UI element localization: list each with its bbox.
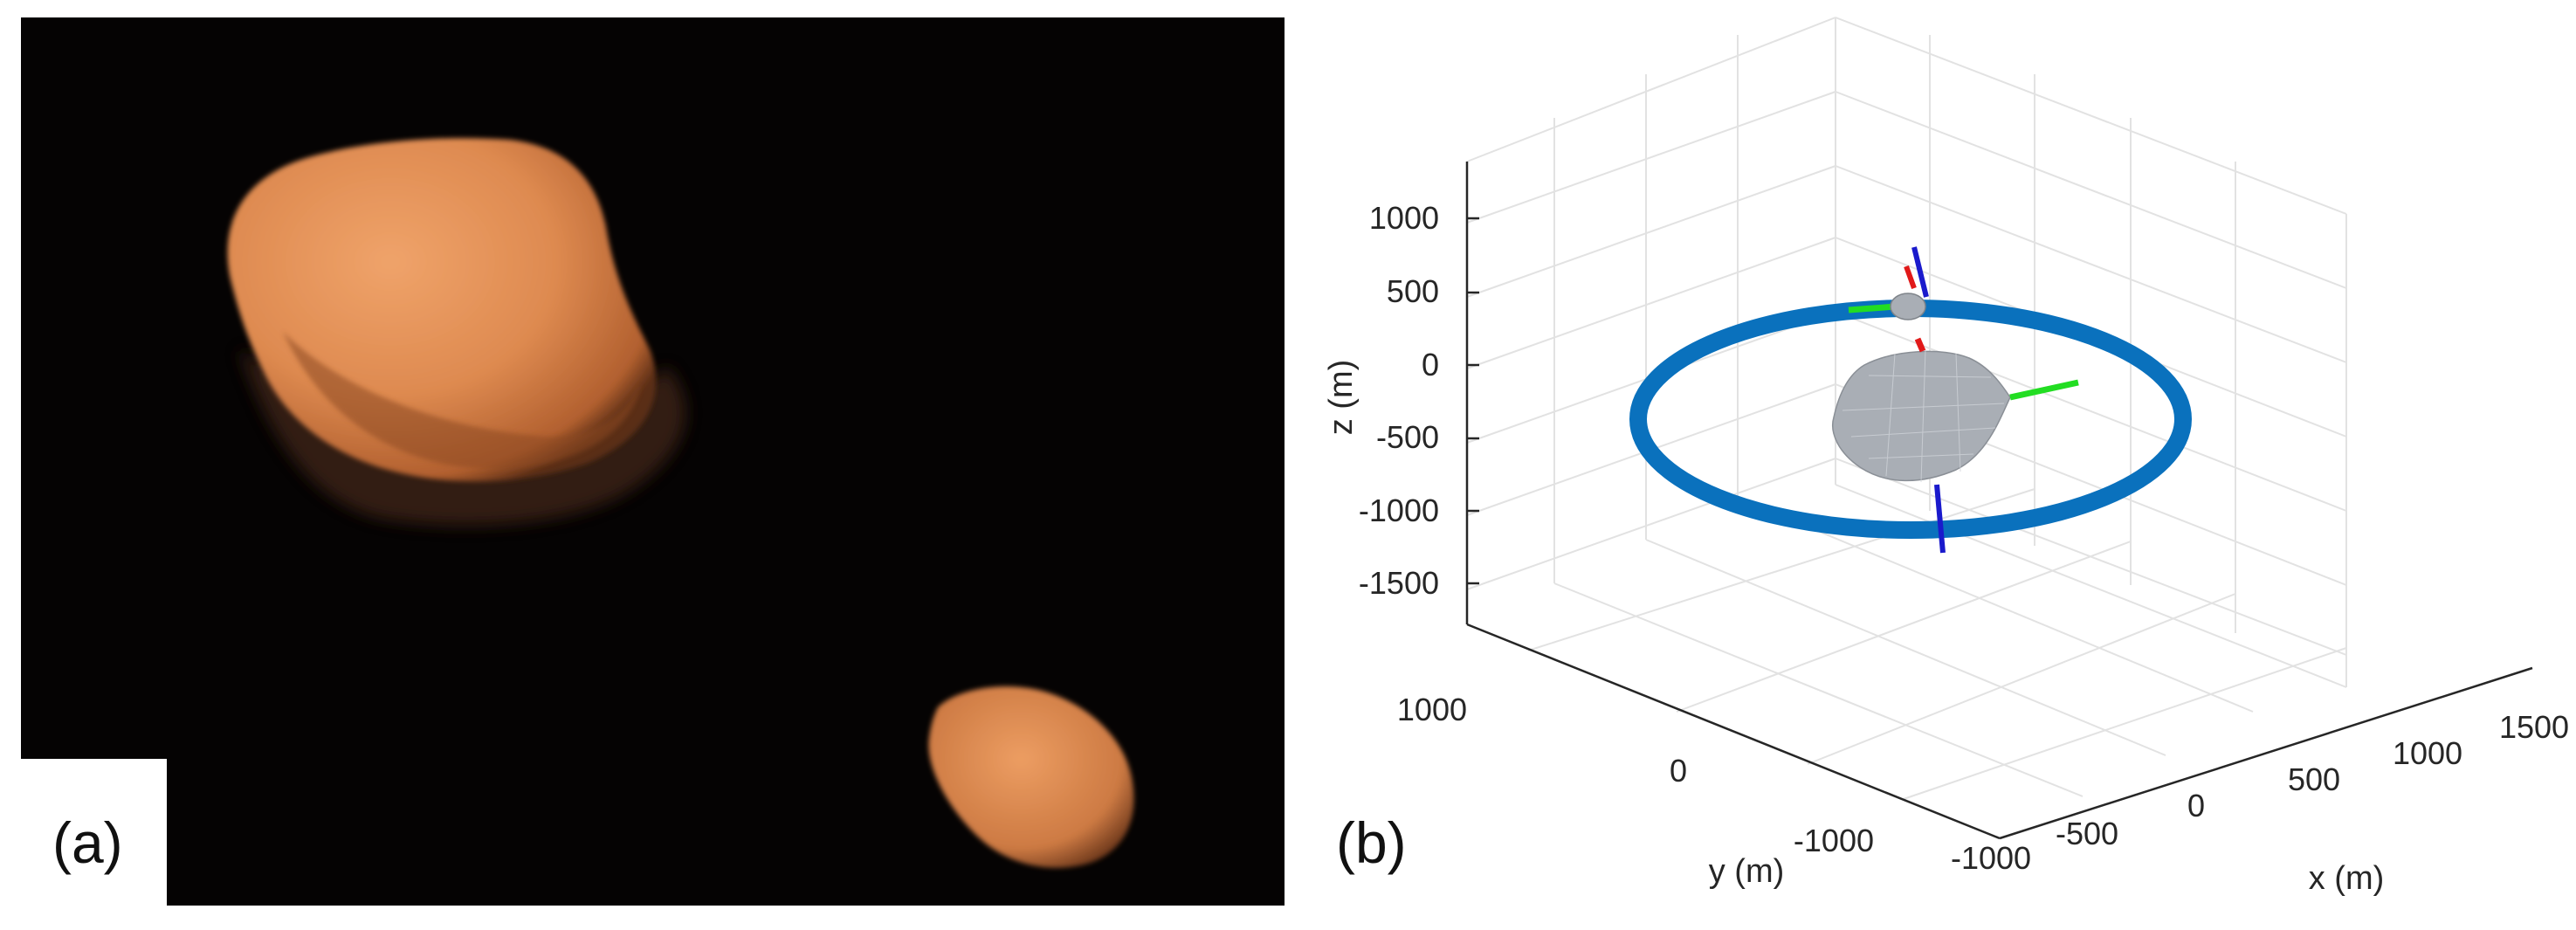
z-tick-label: 1000 bbox=[1369, 200, 1439, 236]
panel-b-plot: 1000 500 0 -500 -1000 -1500 z (m) 1000 0… bbox=[1292, 0, 2576, 930]
z-axis-label: z (m) bbox=[1323, 360, 1360, 436]
primary-blue-axis bbox=[1934, 484, 1946, 554]
y-tick-label: -1000 bbox=[1794, 823, 1874, 858]
primary-red-axis bbox=[1914, 337, 1926, 353]
panel-a-label-box: (a) bbox=[21, 759, 167, 907]
z-tick-label: 0 bbox=[1422, 347, 1439, 382]
axis-lines bbox=[1465, 162, 2533, 840]
y-tick-label: 1000 bbox=[1397, 692, 1467, 727]
primary-green-axis bbox=[2009, 379, 2079, 401]
panel-a-label: (a) bbox=[52, 810, 123, 875]
x-tick-label: 1500 bbox=[2499, 709, 2569, 745]
z-tick-label: -1500 bbox=[1359, 565, 1439, 601]
mesh-lines bbox=[1842, 348, 2005, 483]
orbit-3d-plot: 1000 500 0 -500 -1000 -1500 z (m) 1000 0… bbox=[1323, 17, 2569, 897]
x-tick-label: -1000 bbox=[1951, 840, 2031, 876]
x-tick-label: -500 bbox=[2056, 816, 2118, 851]
y-tick-label: 0 bbox=[1670, 753, 1687, 789]
panel-b-label: (b) bbox=[1336, 810, 1407, 875]
x-axis-label: x (m) bbox=[2309, 860, 2385, 897]
z-tick-label: -500 bbox=[1376, 419, 1439, 455]
z-tick-label: 500 bbox=[1387, 273, 1439, 309]
secondary-blue-axis bbox=[1911, 246, 1929, 298]
secondary-body bbox=[1890, 293, 1926, 320]
z-tick-label: -1000 bbox=[1359, 493, 1439, 528]
secondary-asteroid bbox=[928, 686, 1134, 868]
z-tick-marks bbox=[1467, 217, 1479, 585]
y-axis-label: y (m) bbox=[1709, 853, 1785, 890]
x-tick-label: 0 bbox=[2187, 788, 2205, 823]
secondary-red-axis bbox=[1904, 265, 1917, 290]
x-tick-label: 500 bbox=[2288, 761, 2340, 797]
x-tick-label: 1000 bbox=[2393, 735, 2462, 771]
panel-a-photo bbox=[21, 17, 1285, 906]
asteroid-photo bbox=[227, 138, 1134, 868]
